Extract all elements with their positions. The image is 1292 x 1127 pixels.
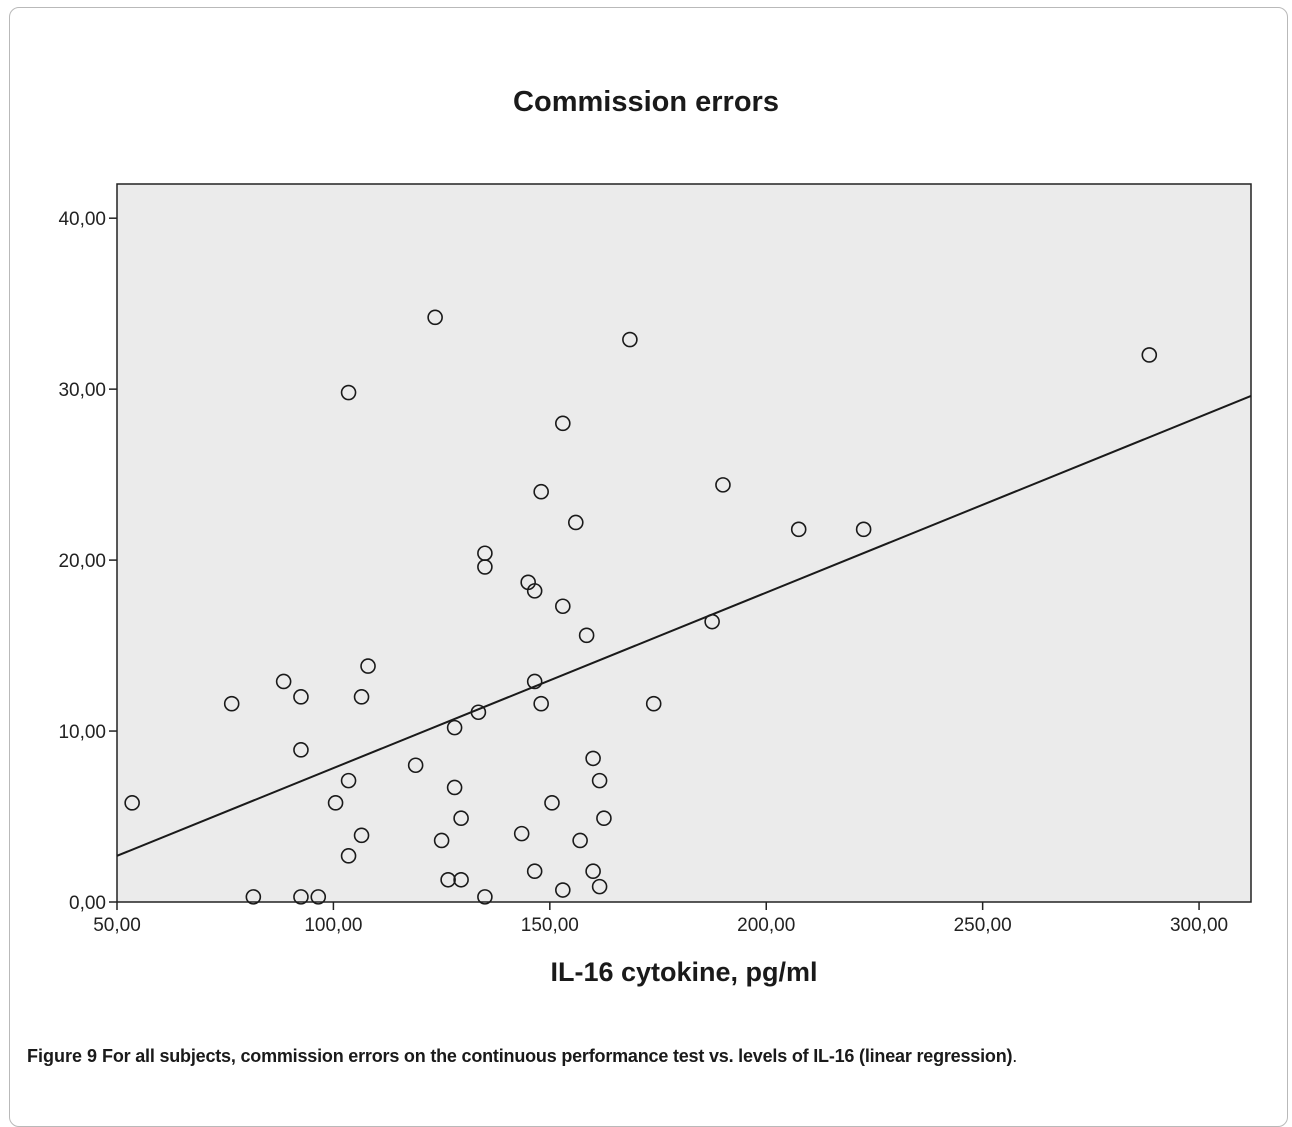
scatter-plot: 0,00 10,00 20,00 30,00 40,00 50,00 100,00 150,… <box>58 183 1252 936</box>
figure-caption: Figure 9 For all subjects, commission er… <box>27 1046 1017 1067</box>
data-point <box>555 882 571 898</box>
data-point <box>275 673 292 690</box>
data-point <box>440 871 456 888</box>
data-point <box>446 719 463 736</box>
data-point <box>470 704 487 721</box>
data-point <box>453 871 469 888</box>
data-point <box>340 772 357 789</box>
x-axis-label: IL-16 cytokine, pg/ml <box>550 957 818 987</box>
y-tick-label: 10,00 <box>58 722 106 743</box>
data-point <box>446 779 463 796</box>
data-point <box>585 750 601 767</box>
data-point <box>340 384 357 401</box>
y-tick-label: 20,00 <box>58 551 106 572</box>
chart-title: Commission errors <box>513 86 779 118</box>
data-point <box>591 878 608 895</box>
data-point <box>715 477 731 493</box>
data-point <box>544 795 560 811</box>
data-point <box>453 810 469 827</box>
data-point <box>293 689 309 705</box>
data-point <box>555 598 571 615</box>
data-point <box>622 331 638 348</box>
x-tick-label: 300,00 <box>1170 915 1228 936</box>
caption-label: Figure 9 <box>27 1046 98 1066</box>
data-point <box>407 757 424 774</box>
data-point <box>855 521 872 538</box>
x-tick-label: 250,00 <box>954 915 1012 936</box>
data-point <box>340 848 357 864</box>
data-point <box>533 695 549 712</box>
caption-period: . <box>1012 1046 1018 1066</box>
y-tick-label: 40,00 <box>58 209 106 230</box>
data-point <box>293 742 309 758</box>
caption-text: For all subjects, commission errors on t… <box>102 1046 1013 1066</box>
data-point <box>567 514 584 531</box>
x-tick-label: 200,00 <box>737 915 795 936</box>
data-point <box>513 825 530 842</box>
data-point <box>585 863 601 880</box>
data-point <box>477 889 493 905</box>
data-point <box>310 889 327 905</box>
plot-area <box>116 183 1252 903</box>
regression-line <box>116 395 1252 857</box>
data-point <box>327 795 344 811</box>
data-point <box>578 627 595 644</box>
x-tick-label: 50,00 <box>93 915 141 936</box>
data-point <box>555 415 571 432</box>
y-tick-label: 30,00 <box>58 380 106 401</box>
data-point <box>353 689 370 705</box>
data-point <box>526 673 543 690</box>
y-axis: 0,00 10,00 20,00 30,00 40,00 <box>58 209 117 914</box>
data-point <box>526 583 543 599</box>
data-point <box>572 832 588 849</box>
data-point <box>591 772 608 789</box>
data-point <box>1141 347 1158 363</box>
x-axis: 50,00 100,00 150,00 200,00 250,00 300,00 <box>93 902 1228 936</box>
data-point <box>124 795 140 811</box>
data-points <box>124 309 1158 905</box>
data-point <box>427 309 443 326</box>
x-tick-label: 100,00 <box>304 915 362 936</box>
data-point <box>433 832 450 849</box>
data-point <box>293 889 309 905</box>
data-point <box>245 889 262 905</box>
data-point <box>353 827 370 844</box>
x-tick-label: 150,00 <box>521 915 579 936</box>
data-point <box>790 521 807 538</box>
data-point <box>223 695 240 712</box>
data-point <box>533 483 549 500</box>
data-point <box>526 863 543 880</box>
data-point <box>360 658 376 674</box>
data-point <box>596 810 612 827</box>
y-tick-label: 0,00 <box>69 893 106 914</box>
data-point <box>645 695 662 712</box>
data-point <box>477 559 493 575</box>
data-point <box>704 613 720 630</box>
